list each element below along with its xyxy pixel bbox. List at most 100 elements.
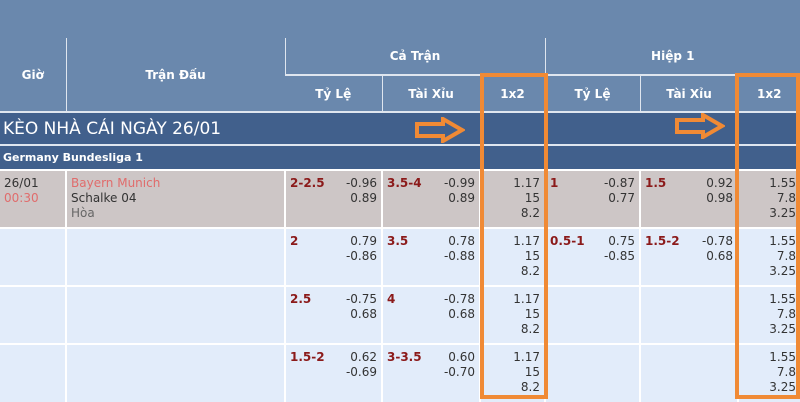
odd[interactable]: -0.87 xyxy=(603,176,635,190)
line: 1.5-2 xyxy=(645,234,680,248)
x12-cell: 1.17 15 8.2 xyxy=(479,169,545,228)
odd[interactable]: 7.8 xyxy=(776,307,796,321)
odd[interactable]: 1.55 xyxy=(769,292,796,306)
line: 2.5 xyxy=(290,292,312,306)
odd[interactable]: 1.55 xyxy=(769,350,796,364)
odd[interactable]: -0.78 xyxy=(701,234,733,248)
odd[interactable]: 1.17 xyxy=(513,176,540,190)
line: 1.5 xyxy=(645,176,667,190)
odd[interactable]: 15 xyxy=(524,191,540,205)
time-cell: 26/01 00:30 xyxy=(0,169,66,228)
line: 4 xyxy=(387,292,396,306)
odd[interactable]: 0.68 xyxy=(706,249,733,263)
odd[interactable]: 1.17 xyxy=(513,350,540,364)
table-row: 2 0.79 -0.86 3.5 0.78 -0.88 1.17 15 8.2 0.5-1 0.75… xyxy=(0,227,800,286)
hdp-cell: 1.5-2 0.62 -0.69 xyxy=(284,343,382,402)
h-ou-cell: 1.5-2 -0.78 0.68 xyxy=(639,227,738,286)
odd[interactable]: -0.78 xyxy=(443,292,475,306)
line: 2 xyxy=(290,234,299,248)
odd[interactable]: 0.62 xyxy=(350,350,377,364)
odd[interactable]: 3.25 xyxy=(769,206,796,220)
odd[interactable]: 7.8 xyxy=(776,249,796,263)
h-hdp-cell xyxy=(544,343,640,402)
arrow-right-icon xyxy=(675,113,725,139)
odd[interactable]: 8.2 xyxy=(520,380,540,394)
time-cell xyxy=(0,343,66,402)
home-team: Bayern Munich xyxy=(71,176,161,190)
odd[interactable]: 0.92 xyxy=(706,176,733,190)
col-1x2: 1x2 xyxy=(479,75,545,113)
ou-cell: 3-3.5 0.60 -0.70 xyxy=(381,343,480,402)
h-x12-cell: 1.55 7.8 3.25 xyxy=(737,343,800,402)
odd[interactable]: 8.2 xyxy=(520,322,540,336)
ou-cell: 3.5-4 -0.99 0.89 xyxy=(381,169,480,228)
odd[interactable]: 3.25 xyxy=(769,322,796,336)
time-cell xyxy=(0,227,66,286)
x12-cell: 1.17 15 8.2 xyxy=(479,227,545,286)
line: 3.5 xyxy=(387,234,409,248)
odd[interactable]: -0.88 xyxy=(443,249,475,263)
odd[interactable]: 1.55 xyxy=(769,176,796,190)
hdp-cell: 2 0.79 -0.86 xyxy=(284,227,382,286)
odd[interactable]: 0.75 xyxy=(608,234,635,248)
hdp-cell: 2-2.5 -0.96 0.89 xyxy=(284,169,382,228)
col-h-ou: Tài Xỉu xyxy=(639,75,738,113)
section-title: KÈO NHÀ CÁI NGÀY 26/01 xyxy=(0,112,800,146)
odd[interactable]: -0.86 xyxy=(345,249,377,263)
table-row: 26/01 00:30 Bayern Munich Schalke 04 Hòa 2-2.… xyxy=(0,169,800,228)
h-ou-cell xyxy=(639,343,738,402)
odd[interactable]: 0.68 xyxy=(448,307,475,321)
h-ou-cell xyxy=(639,285,738,344)
odd[interactable]: 1.17 xyxy=(513,234,540,248)
odd[interactable]: -0.99 xyxy=(443,176,475,190)
odd[interactable]: 15 xyxy=(524,307,540,321)
league-name: Germany Bundesliga 1 xyxy=(0,145,800,170)
hdp-cell: 2.5 -0.75 0.68 xyxy=(284,285,382,344)
odd[interactable]: 0.60 xyxy=(448,350,475,364)
table-row: 2.5 -0.75 0.68 4 -0.78 0.68 1.17 15 8.2 1.55 7.8 3.… xyxy=(0,285,800,344)
h-x12-cell: 1.55 7.8 3.25 xyxy=(737,285,800,344)
odd[interactable]: 0.89 xyxy=(448,191,475,205)
odd[interactable]: 0.98 xyxy=(706,191,733,205)
col-h-hdp: Tỷ Lệ xyxy=(544,75,640,113)
odd[interactable]: 1.55 xyxy=(769,234,796,248)
odd[interactable]: 0.89 xyxy=(350,191,377,205)
ou-cell: 4 -0.78 0.68 xyxy=(381,285,480,344)
time-cell xyxy=(0,285,66,344)
odd[interactable]: 0.77 xyxy=(608,191,635,205)
odd[interactable]: 8.2 xyxy=(520,264,540,278)
match-cell xyxy=(65,343,285,402)
odd[interactable]: 0.68 xyxy=(350,307,377,321)
match-cell xyxy=(65,227,285,286)
odd[interactable]: 15 xyxy=(524,249,540,263)
odd[interactable]: 7.8 xyxy=(776,191,796,205)
odd[interactable]: 3.25 xyxy=(769,380,796,394)
odd[interactable]: 7.8 xyxy=(776,365,796,379)
odd[interactable]: -0.85 xyxy=(603,249,635,263)
col-ou: Tài Xỉu xyxy=(381,75,480,113)
odd[interactable]: 1.17 xyxy=(513,292,540,306)
odd[interactable]: 3.25 xyxy=(769,264,796,278)
h-hdp-cell xyxy=(544,285,640,344)
line: 3-3.5 xyxy=(387,350,422,364)
odd[interactable]: -0.70 xyxy=(443,365,475,379)
odd[interactable]: 15 xyxy=(524,365,540,379)
odds-table: Giờ Trận Đấu Cả Trận Hiệp 1 Tỷ Lệ Tài Xỉ… xyxy=(0,38,800,402)
odd[interactable]: 0.79 xyxy=(350,234,377,248)
odd[interactable]: 0.78 xyxy=(448,234,475,248)
line: 0.5-1 xyxy=(550,234,585,248)
h-hdp-cell: 0.5-1 0.75 -0.85 xyxy=(544,227,640,286)
match-time: 00:30 xyxy=(4,191,39,205)
h-hdp-cell: 1 -0.87 0.77 xyxy=(544,169,640,228)
odd[interactable]: -0.96 xyxy=(345,176,377,190)
odd[interactable]: -0.75 xyxy=(345,292,377,306)
odd[interactable]: -0.69 xyxy=(345,365,377,379)
line: 1 xyxy=(550,176,559,190)
ou-cell: 3.5 0.78 -0.88 xyxy=(381,227,480,286)
odd[interactable]: 8.2 xyxy=(520,206,540,220)
arrow-right-icon xyxy=(415,117,465,143)
match-cell xyxy=(65,285,285,344)
x12-cell: 1.17 15 8.2 xyxy=(479,343,545,402)
line: 3.5-4 xyxy=(387,176,422,190)
col-hdp: Tỷ Lệ xyxy=(285,75,382,113)
